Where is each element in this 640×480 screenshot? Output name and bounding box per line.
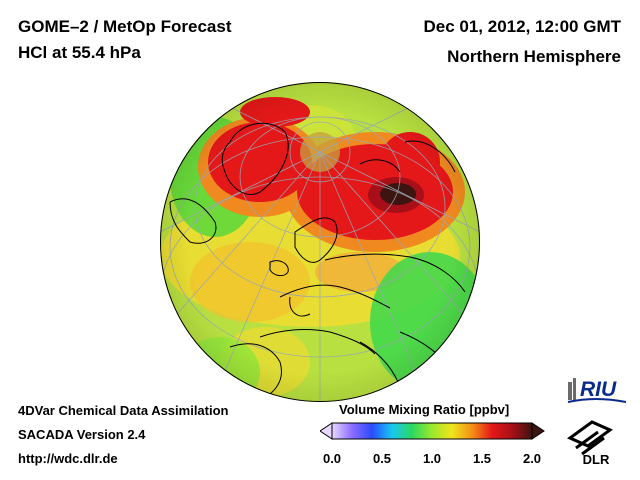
colorbar-min-arrow (320, 422, 333, 440)
forecast-date: Dec 01, 2012, 12:00 GMT (423, 17, 621, 36)
globe-outline (160, 82, 480, 402)
colorbar-tick: 1.0 (422, 451, 442, 466)
dlr-logo-text: DLR (583, 452, 610, 467)
riu-logo-mark (568, 382, 572, 400)
riu-logo-mark (573, 378, 576, 400)
footer-url[interactable]: http://wdc.dlr.de (18, 451, 118, 466)
footer-line-1: 4DVar Chemical Data Assimilation (18, 403, 229, 418)
colorbar-max-arrow (531, 422, 545, 440)
colorbar-tick: 0.0 (322, 451, 342, 466)
map-subtitle: HCl at 55.4 hPa (18, 43, 141, 62)
hemisphere-label: Northern Hemisphere (447, 47, 621, 66)
riu-logo: RIU (567, 378, 627, 403)
map-title: GOME–2 / MetOp Forecast (18, 17, 232, 36)
colorbar-title: Volume Mixing Ratio [ppbv] (339, 402, 510, 417)
dlr-logo: DLR (567, 420, 613, 467)
footer-line-2: SACADA Version 2.4 (18, 427, 146, 442)
globe-shading (160, 82, 480, 402)
colorbar-tick: 2.0 (522, 451, 542, 466)
colorbar-gradient (331, 422, 533, 440)
colorbar-tick: 0.5 (372, 451, 392, 466)
colorbar (320, 422, 545, 440)
dlr-logo-mark (567, 420, 613, 456)
colorbar-tick: 1.5 (472, 451, 492, 466)
globe-map (160, 82, 480, 402)
riu-logo-text: RIU (580, 378, 617, 401)
riu-logo-swoosh (567, 398, 627, 403)
